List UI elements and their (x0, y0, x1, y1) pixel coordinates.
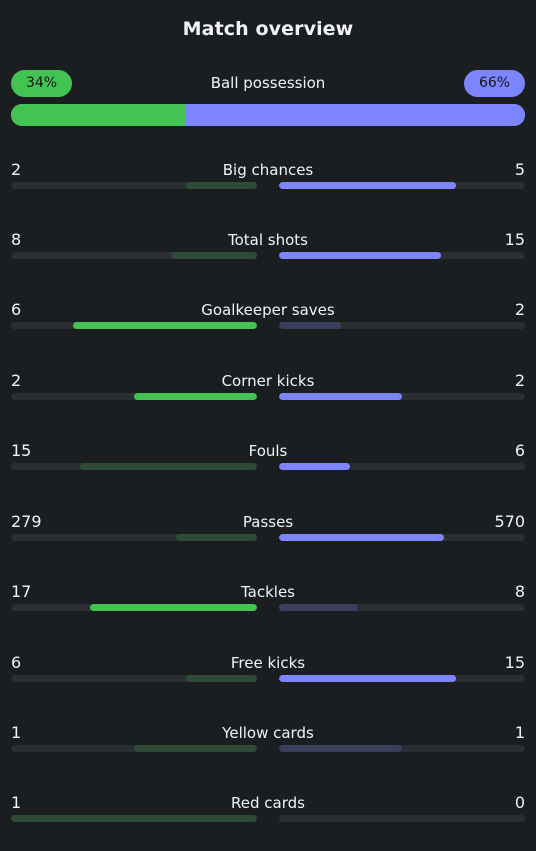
away-stat-bar-fill (279, 675, 457, 682)
away-stat-bar (279, 393, 525, 400)
home-value: 6 (11, 300, 22, 319)
away-stat-bar-fill (279, 393, 402, 400)
away-stat-bar-fill (279, 604, 358, 611)
home-stat-bar-fill (185, 675, 257, 682)
stat-row: 6 Goalkeeper saves 2 (11, 300, 525, 340)
home-stat-bar (11, 534, 257, 541)
away-stat-bar-fill (279, 534, 444, 541)
home-value: 1 (11, 723, 22, 742)
away-stat-bar-fill (279, 745, 402, 752)
home-stat-bar (11, 182, 257, 189)
home-stat-bar-fill (170, 252, 257, 259)
stat-label: Red cards (231, 794, 305, 812)
stat-row: 8 Total shots 15 (11, 230, 525, 270)
away-stat-bar (279, 463, 525, 470)
away-stat-bar (279, 675, 525, 682)
away-stat-bar-fill (279, 252, 442, 259)
away-value: 2 (514, 371, 525, 390)
possession-bar (11, 104, 525, 126)
home-value: 2 (11, 371, 22, 390)
stat-label: Total shots (228, 231, 308, 249)
away-value: 0 (514, 793, 525, 812)
away-value: 2 (514, 300, 525, 319)
home-value: 15 (11, 441, 32, 460)
possession-bar-away (185, 104, 525, 126)
away-value: 15 (504, 230, 525, 249)
stat-row: 2 Corner kicks 2 (11, 371, 525, 411)
stat-label: Yellow cards (222, 724, 314, 742)
home-stat-bar-fill (72, 322, 257, 329)
stat-label: Free kicks (230, 654, 306, 672)
home-stat-bar (11, 675, 257, 682)
stat-label: Fouls (248, 442, 288, 460)
stat-row: 2 Big chances 5 (11, 160, 525, 200)
stat-label: Passes (242, 513, 294, 531)
home-stat-bar-fill (134, 393, 257, 400)
away-value: 5 (514, 160, 525, 179)
home-value: 8 (11, 230, 22, 249)
possession-label: Ball possession (210, 74, 326, 92)
away-value: 570 (494, 512, 525, 531)
home-stat-bar (11, 393, 257, 400)
stat-label: Tackles (240, 583, 296, 601)
stat-row: 279 Passes 570 (11, 512, 525, 552)
away-value: 1 (514, 723, 525, 742)
home-possession-badge: 34% (11, 70, 72, 97)
home-value: 17 (11, 582, 32, 601)
away-value: 8 (514, 582, 525, 601)
stat-label: Goalkeeper saves (201, 301, 335, 319)
home-stat-bar-fill (134, 745, 257, 752)
away-stat-bar (279, 182, 525, 189)
possession-header: 34% Ball possession 66% (11, 70, 525, 97)
away-stat-bar (279, 815, 525, 822)
away-stat-bar (279, 745, 525, 752)
away-stat-bar-fill (279, 322, 341, 329)
stat-label: Corner kicks (221, 372, 315, 390)
away-stat-bar (279, 322, 525, 329)
away-stat-bar-fill (279, 463, 351, 470)
home-stat-bar (11, 745, 257, 752)
home-stat-bar (11, 463, 257, 470)
away-value: 6 (514, 441, 525, 460)
away-possession-badge: 66% (464, 70, 525, 97)
home-value: 2 (11, 160, 22, 179)
stat-row: 15 Fouls 6 (11, 441, 525, 481)
away-stat-bar (279, 534, 525, 541)
home-value: 6 (11, 653, 22, 672)
possession-bar-home (11, 104, 186, 126)
stat-row: 1 Red cards 0 (11, 793, 525, 833)
home-stat-bar (11, 604, 257, 611)
home-stat-bar-fill (89, 604, 257, 611)
home-stat-bar (11, 252, 257, 259)
away-stat-bar-fill (279, 182, 457, 189)
home-value: 279 (11, 512, 42, 531)
home-stat-bar (11, 815, 257, 822)
home-stat-bar-fill (185, 182, 257, 189)
stat-row: 1 Yellow cards 1 (11, 723, 525, 763)
stat-row: 6 Free kicks 15 (11, 653, 525, 693)
home-stat-bar-fill (11, 815, 257, 822)
home-value: 1 (11, 793, 22, 812)
stat-label: Big chances (222, 161, 314, 179)
home-stat-bar (11, 322, 257, 329)
home-stat-bar-fill (175, 534, 257, 541)
panel-title: Match overview (182, 18, 354, 40)
home-stat-bar-fill (79, 463, 257, 470)
away-stat-bar (279, 604, 525, 611)
stat-row: 17 Tackles 8 (11, 582, 525, 622)
away-value: 15 (504, 653, 525, 672)
away-stat-bar (279, 252, 525, 259)
